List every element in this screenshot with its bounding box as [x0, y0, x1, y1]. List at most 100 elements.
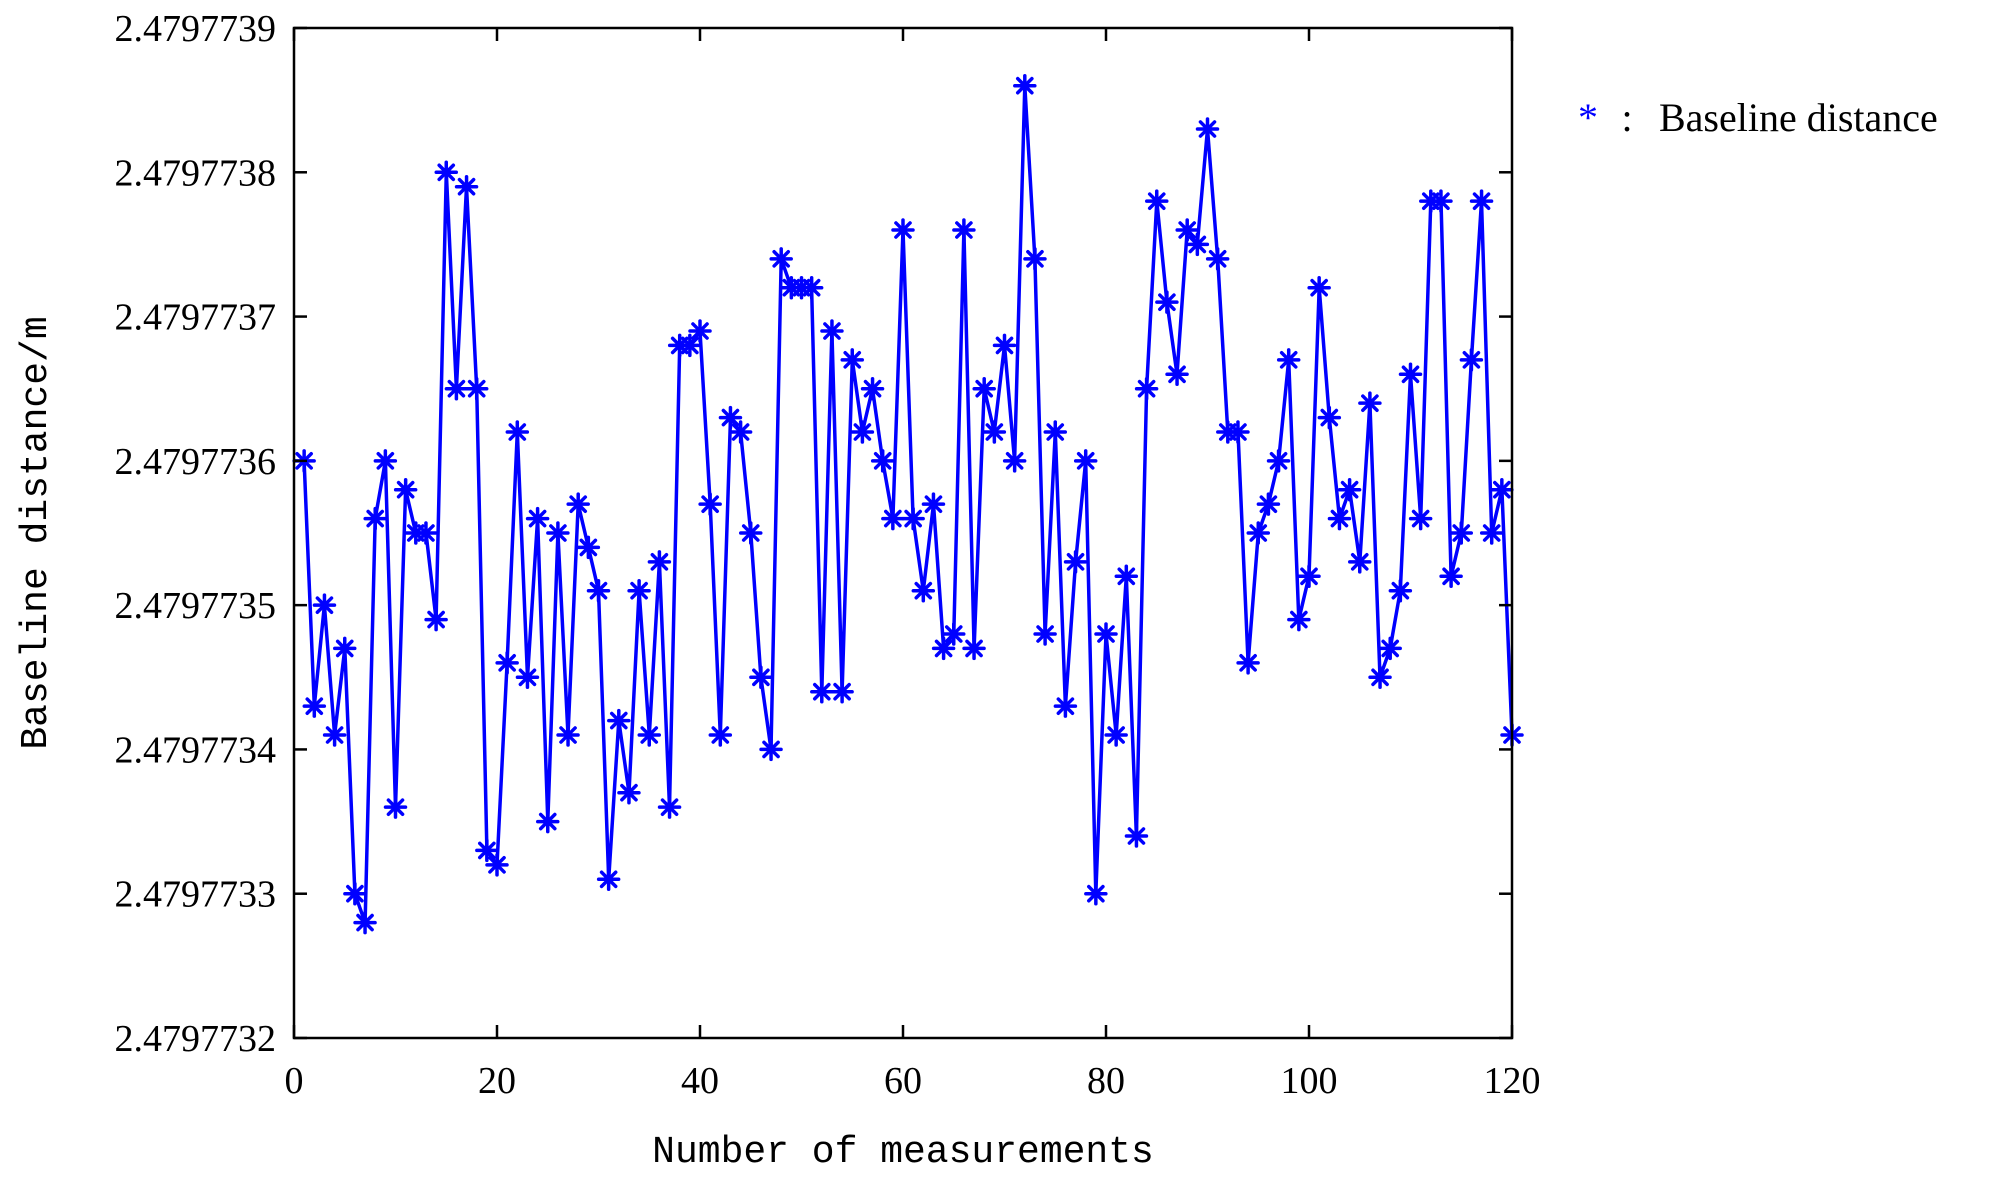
legend-label: Baseline distance: [1659, 95, 1938, 140]
data-point-marker: [1226, 420, 1250, 444]
data-point-marker: [952, 218, 976, 242]
data-point-marker: [1195, 117, 1220, 141]
data-point-marker: [1378, 636, 1402, 661]
data-point-marker: [1479, 521, 1504, 545]
data-point-marker: [931, 636, 956, 661]
data-point-marker: [312, 593, 337, 617]
data-point-marker: [810, 679, 834, 704]
x-tick-label: 120: [1484, 1060, 1541, 1102]
data-point-marker: [302, 694, 327, 718]
data-point-marker: [698, 492, 722, 516]
data-point-marker: [546, 521, 570, 545]
y-tick-label: 2.4797736: [115, 441, 277, 483]
legend-separator: :: [1621, 95, 1632, 140]
data-point-marker: [921, 492, 946, 516]
data-point-marker: [596, 867, 621, 892]
data-point-marker: [1155, 290, 1179, 314]
data-point-marker: [1073, 449, 1098, 473]
data-point-marker: [607, 708, 631, 733]
data-point-marker: [1185, 232, 1210, 257]
data-point-marker: [1398, 362, 1423, 387]
data-point-marker: [1276, 348, 1301, 372]
data-point-marker: [1246, 521, 1270, 545]
data-point-marker: [1327, 506, 1352, 531]
data-point-marker: [708, 723, 733, 747]
data-point-marker: [515, 665, 540, 690]
data-point-marker: [647, 550, 672, 574]
data-point-marker: [617, 780, 641, 805]
data-point-marker: [536, 809, 560, 834]
data-point-marker: [749, 665, 773, 690]
data-point-marker: [383, 795, 408, 819]
data-point-marker: [1368, 665, 1392, 690]
data-point-marker: [1165, 362, 1189, 387]
data-point-marker: [1013, 73, 1037, 98]
y-tick-label: 2.4797738: [115, 152, 277, 194]
y-axis-title: Baseline distance/m: [15, 316, 58, 749]
data-point-marker: [688, 319, 712, 343]
series-layer: [292, 73, 1524, 935]
data-point-marker: [982, 420, 1007, 444]
y-tick-label: 2.4797734: [115, 729, 277, 771]
data-point-marker: [1307, 275, 1331, 300]
data-point-marker: [576, 535, 601, 560]
data-point-marker: [1175, 218, 1199, 242]
data-point-marker: [363, 506, 387, 531]
data-point-marker: [444, 376, 469, 401]
x-tick-label: 60: [884, 1060, 922, 1102]
data-point-marker: [1094, 622, 1118, 646]
legend-marker: *: [1578, 95, 1598, 140]
data-point-marker: [911, 578, 936, 603]
data-point-marker: [830, 679, 854, 704]
data-point-marker: [1439, 564, 1463, 589]
data-point-marker: [475, 838, 499, 863]
data-point-marker: [891, 218, 915, 242]
data-point-marker: [586, 578, 611, 603]
y-tick-label: 2.4797737: [115, 297, 277, 339]
data-point-marker: [1043, 420, 1067, 444]
data-point-marker: [1205, 247, 1230, 271]
data-point-marker: [353, 910, 377, 935]
data-point-marker: [1033, 622, 1057, 646]
data-point-marker: [1317, 405, 1342, 430]
x-tick-label: 0: [285, 1060, 304, 1102]
data-point-marker: [333, 636, 357, 661]
data-point-marker: [505, 420, 530, 444]
y-tick-label: 2.4797735: [115, 585, 277, 627]
data-point-marker: [840, 348, 864, 372]
data-point-marker: [739, 521, 763, 545]
data-point-marker: [1337, 477, 1362, 502]
data-point-marker: [343, 881, 367, 906]
data-point-marker: [1084, 881, 1108, 906]
data-point-marker: [759, 737, 783, 762]
data-point-marker: [1134, 376, 1159, 401]
data-point-marker: [901, 506, 925, 531]
data-point-marker: [1145, 189, 1169, 213]
data-point-marker: [1358, 391, 1382, 415]
data-point-marker: [962, 636, 986, 661]
data-point-marker: [1449, 521, 1473, 545]
data-point-marker: [1408, 506, 1433, 531]
x-axis-title: Number of measurements: [652, 1131, 1154, 1174]
data-point-marker: [627, 578, 651, 603]
y-tick-label: 2.4797733: [115, 874, 277, 916]
data-point-marker: [769, 247, 793, 271]
data-point-marker: [414, 521, 438, 545]
data-point-marker: [657, 795, 682, 819]
x-tick-label: 40: [681, 1060, 719, 1102]
data-point-marker: [799, 275, 824, 300]
data-point-marker: [972, 376, 996, 401]
data-point-marker: [881, 506, 905, 531]
data-point-marker: [1124, 824, 1149, 848]
data-point-marker: [424, 607, 448, 632]
data-point-marker: [454, 174, 479, 199]
y-tick-label: 2.4797739: [115, 8, 277, 50]
data-point-marker: [495, 651, 519, 675]
data-point-marker: [1287, 607, 1311, 632]
data-point-marker: [1266, 449, 1291, 473]
y-tick-label: 2.4797732: [115, 1018, 277, 1060]
data-point-marker: [1256, 492, 1281, 516]
plot-area: [294, 28, 1512, 1038]
